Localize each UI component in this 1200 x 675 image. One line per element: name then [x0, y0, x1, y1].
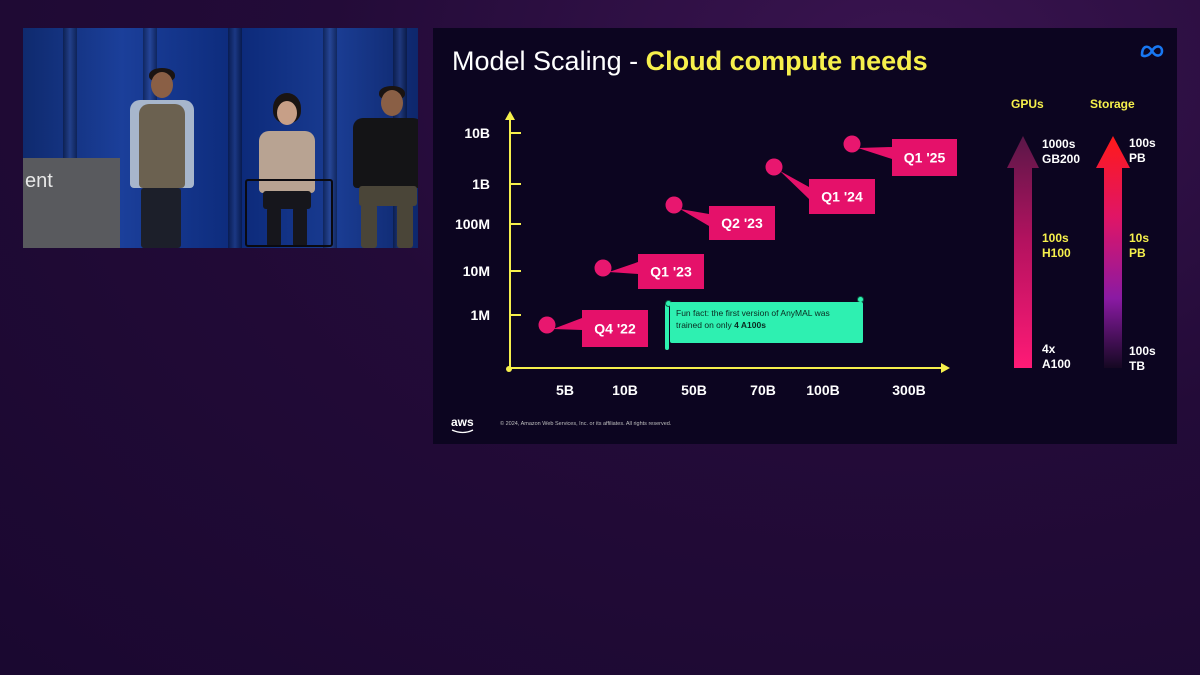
fun-fact-callout: Fun fact: the first version of AnyMAL wa…: [670, 302, 863, 343]
point-label-box: [809, 179, 875, 214]
callout-pointer: [858, 147, 892, 159]
presentation-slide: Model Scaling - Cloud compute needs 1M 10…: [433, 28, 1177, 444]
x-tick-label: 50B: [681, 382, 707, 398]
panelist-seated-center: [245, 93, 333, 248]
x-axis-arrow: [941, 363, 950, 373]
gpu-tier-top: 1000s GB200: [1042, 137, 1081, 166]
y-axis-arrow: [505, 111, 515, 120]
data-point: [765, 158, 783, 176]
x-tick-label: 100B: [806, 382, 839, 398]
storage-column-label: Storage: [1090, 97, 1135, 111]
axis-origin: [506, 366, 512, 372]
y-tick-label: 1M: [471, 307, 490, 323]
callout-pointer: [780, 171, 809, 199]
presenter-standing: [125, 68, 205, 248]
point-label-box: [582, 310, 648, 347]
fun-fact-text: Fun fact: the first version of AnyMAL wa…: [676, 308, 830, 330]
aws-logo: aws: [451, 415, 474, 429]
point-label: Q1 '24: [821, 189, 863, 205]
storage-tier-middle: 10s PB: [1129, 231, 1150, 260]
data-point: [665, 196, 683, 214]
title-plain: Model Scaling -: [452, 46, 646, 76]
panelist-seated-right: [353, 86, 418, 248]
gpus-column-label: GPUs: [1011, 97, 1044, 111]
point-label-box: [638, 254, 704, 289]
y-tick-label: 100M: [455, 216, 490, 232]
stage-sign-text: ent: [25, 170, 53, 192]
gpu-tier-middle: 100s H100: [1042, 231, 1071, 260]
data-point: [538, 316, 556, 334]
storage-tier-bottom: 100s TB: [1129, 344, 1156, 373]
fun-fact-bold: 4 A100s: [734, 320, 766, 330]
callout-pointer: [680, 209, 709, 226]
copyright-text: © 2024, Amazon Web Services, Inc. or its…: [500, 421, 672, 427]
storage-arrow: [1096, 136, 1130, 368]
callout-pointer: [553, 318, 582, 330]
x-tick-label: 10B: [612, 382, 638, 398]
point-label: Q1 '23: [650, 264, 692, 280]
gpu-arrow: [1007, 136, 1039, 368]
x-tick-label: 300B: [892, 382, 925, 398]
x-tick-label: 70B: [750, 382, 776, 398]
gpu-tier-bottom: 4x A100: [1042, 342, 1071, 371]
curtain-fold: [228, 28, 242, 248]
slide-title: Model Scaling - Cloud compute needs: [452, 46, 928, 77]
scaling-chart: 1M 10M 100M 1B 10B 5B 10B 50B 70B 100B 300B Q4 '22…: [455, 111, 957, 398]
y-tick-label: 10B: [464, 125, 490, 141]
point-label: Q4 '22: [594, 321, 636, 337]
stage-sign: ent: [23, 158, 120, 248]
y-tick-label: 10M: [463, 263, 490, 279]
x-tick-label: 5B: [556, 382, 574, 398]
meta-logo-icon: [1140, 45, 1164, 58]
callout-pointer: [609, 262, 638, 274]
speaker-video-panel: ent: [23, 28, 418, 248]
fun-fact-bar: [665, 302, 669, 350]
point-label: Q1 '25: [904, 150, 946, 166]
title-accent: Cloud compute needs: [645, 46, 928, 76]
aws-smile-icon: [451, 429, 474, 434]
point-label: Q2 '23: [721, 215, 763, 231]
curtain-fold: [323, 28, 337, 248]
point-label-box: [892, 139, 957, 176]
data-point: [843, 135, 861, 153]
y-tick-label: 1B: [472, 176, 490, 192]
storage-tier-top: 100s PB: [1129, 136, 1156, 165]
data-point: [594, 259, 612, 277]
point-label-box: [709, 206, 775, 240]
